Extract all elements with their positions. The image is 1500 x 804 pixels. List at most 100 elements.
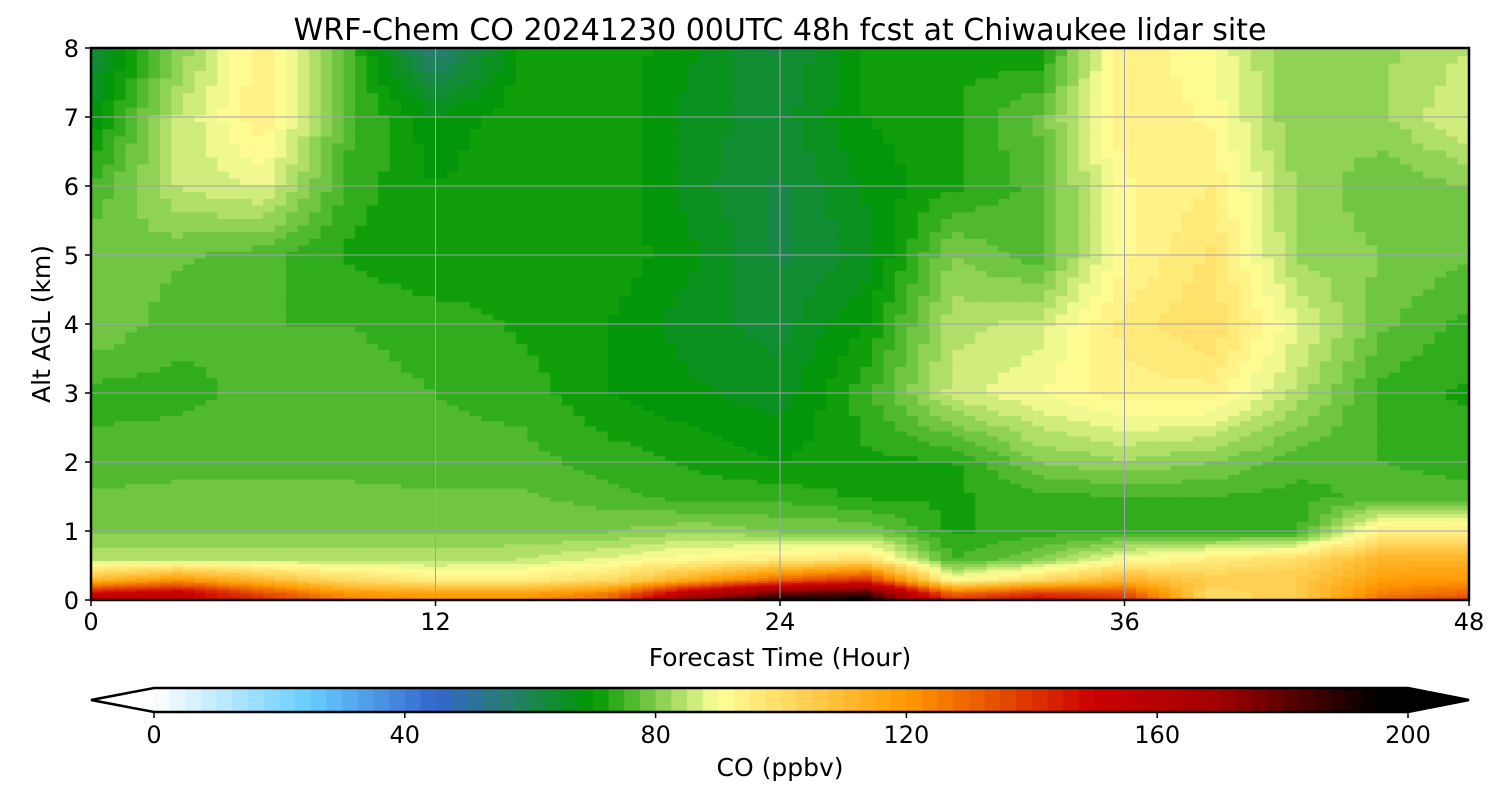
heatmap-cell xyxy=(688,569,701,573)
heatmap-cell xyxy=(1204,478,1217,485)
heatmap-cell xyxy=(435,553,448,558)
heatmap-cell xyxy=(1285,584,1298,588)
heatmap-cell xyxy=(802,483,816,489)
heatmap-cell xyxy=(722,574,735,579)
heatmap-cell xyxy=(1319,577,1332,581)
heatmap-cell xyxy=(148,557,161,561)
heatmap-cell xyxy=(745,591,758,594)
heatmap-cell xyxy=(940,566,953,570)
heatmap-cell xyxy=(998,569,1011,573)
heatmap-cell xyxy=(573,550,586,555)
heatmap-cell xyxy=(389,487,402,493)
heatmap-cell xyxy=(171,536,184,541)
heatmap-cell xyxy=(1021,540,1034,545)
heatmap-cell xyxy=(182,553,195,558)
heatmap-cell xyxy=(263,547,276,552)
heatmap-cell xyxy=(757,569,770,573)
heatmap-cell xyxy=(894,592,907,596)
heatmap-cell xyxy=(1273,563,1286,568)
heatmap-cell xyxy=(286,574,299,579)
heatmap-cell xyxy=(860,521,873,526)
heatmap-cell xyxy=(596,594,609,597)
heatmap-cells xyxy=(91,48,1470,601)
heatmap-cell xyxy=(607,474,620,480)
heatmap-cell xyxy=(1055,536,1068,541)
heatmap-cell xyxy=(366,592,379,596)
heatmap-cell xyxy=(91,584,104,588)
heatmap-cell xyxy=(1262,577,1275,581)
heatmap-cell xyxy=(148,540,161,545)
heatmap-cell xyxy=(642,569,655,573)
heatmap-cell xyxy=(251,592,264,596)
heatmap-cell xyxy=(251,540,264,545)
heatmap-cell xyxy=(699,513,712,519)
heatmap-cell xyxy=(1124,569,1137,573)
heatmap-cell xyxy=(1308,496,1321,502)
heatmap-cell xyxy=(1147,483,1160,489)
heatmap-cell xyxy=(1078,525,1091,530)
heatmap-cell xyxy=(791,580,804,584)
heatmap-cell xyxy=(860,553,873,558)
heatmap-cell xyxy=(1204,509,1217,514)
heatmap-cell xyxy=(676,594,689,597)
heatmap-cell xyxy=(355,582,368,586)
heatmap-cell xyxy=(952,596,965,599)
heatmap-cell xyxy=(917,500,930,506)
heatmap-cell xyxy=(469,582,483,586)
heatmap-cell xyxy=(527,540,540,545)
heatmap-cell xyxy=(734,513,747,519)
heatmap-cell xyxy=(102,594,115,597)
heatmap-cell xyxy=(1158,574,1172,579)
heatmap-cell xyxy=(768,500,781,506)
heatmap-cell xyxy=(1170,543,1183,548)
heatmap-cell xyxy=(768,517,781,522)
heatmap-cell xyxy=(642,513,655,519)
heatmap-cell xyxy=(1296,596,1309,599)
heatmap-cell xyxy=(102,553,115,558)
heatmap-cell xyxy=(642,584,655,588)
heatmap-cell xyxy=(481,505,494,510)
heatmap-cell xyxy=(1124,536,1137,541)
heatmap-cell xyxy=(768,594,781,597)
heatmap-cell xyxy=(366,487,379,493)
heatmap-cell xyxy=(1354,587,1367,590)
heatmap-cell xyxy=(332,474,345,480)
heatmap-cell xyxy=(309,543,322,548)
heatmap-cell xyxy=(1411,483,1424,489)
heatmap-cell xyxy=(125,478,138,485)
heatmap-cell xyxy=(814,587,827,590)
heatmap-cell xyxy=(1342,492,1355,498)
heatmap-cell xyxy=(481,563,494,568)
heatmap-cell xyxy=(1239,584,1252,588)
heatmap-cell xyxy=(148,584,161,588)
heatmap-cell xyxy=(435,509,448,514)
heatmap-cell xyxy=(619,580,632,584)
heatmap-cell xyxy=(504,509,517,514)
heatmap-cell xyxy=(1090,569,1103,573)
heatmap-cell xyxy=(297,560,310,565)
heatmap-cell xyxy=(906,582,919,586)
heatmap-cell xyxy=(355,584,368,588)
heatmap-cell xyxy=(343,589,356,592)
heatmap-cell xyxy=(825,536,839,541)
heatmap-cell xyxy=(917,569,930,573)
heatmap-cell xyxy=(860,596,873,599)
heatmap-cell xyxy=(860,584,873,588)
heatmap-cell xyxy=(1227,582,1240,586)
heatmap-cell xyxy=(1400,566,1413,570)
heatmap-cell xyxy=(527,547,540,552)
heatmap-cell xyxy=(1067,509,1080,514)
heatmap-cell xyxy=(102,547,115,552)
heatmap-cell xyxy=(401,557,414,561)
heatmap-cell xyxy=(1446,597,1459,600)
heatmap-cell xyxy=(802,587,816,590)
heatmap-cell xyxy=(320,487,333,493)
heatmap-cell xyxy=(1193,580,1206,584)
heatmap-cell xyxy=(171,550,184,555)
heatmap-cell xyxy=(848,525,861,530)
heatmap-cell xyxy=(343,596,356,599)
heatmap-cell xyxy=(240,557,253,561)
heatmap-cell xyxy=(332,577,345,581)
heatmap-cell xyxy=(1135,563,1149,568)
heatmap-cell xyxy=(1181,587,1194,590)
